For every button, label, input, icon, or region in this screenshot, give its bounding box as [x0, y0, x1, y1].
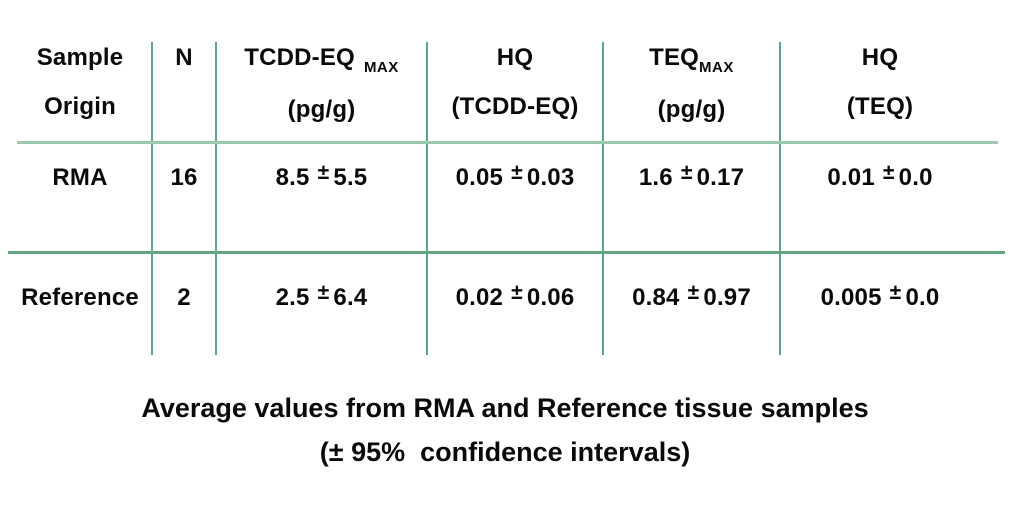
cell-ci: 5.5 — [333, 164, 368, 191]
caption-line2: (± 95% confidence intervals) — [319, 437, 691, 467]
cell-ci: 0.0 — [898, 164, 933, 191]
cell-origin: RMA — [0, 158, 160, 198]
column-divider — [779, 42, 781, 355]
cell-n: 2 — [152, 278, 216, 318]
plus-minus-symbol: ± — [687, 281, 700, 304]
header-hq-teq: HQ (TEQ) — [780, 33, 980, 131]
column-divider — [426, 42, 428, 355]
cell-origin: Reference — [0, 278, 160, 318]
header-n: N — [152, 33, 216, 82]
header-line1: Sample — [0, 33, 160, 82]
header-text: TCDD-EQ — [244, 44, 355, 71]
header-text: (TEQ) — [846, 93, 914, 120]
plus-minus-symbol: ± — [680, 161, 693, 184]
cell-value: 16 — [170, 164, 198, 191]
header-text: (TCDD-EQ) — [451, 93, 579, 120]
header-subscript: MAX — [699, 59, 734, 76]
cell-tcdd-eq: 2.5 ±6.4 — [216, 278, 427, 319]
cell-n: 16 — [152, 158, 216, 198]
cell-mean: 0.01 — [827, 164, 875, 191]
row-divider — [8, 251, 1005, 254]
cell-mean: 2.5 — [275, 284, 310, 311]
cell-teq: 1.6 ±0.17 — [603, 158, 780, 199]
header-line1: HQ — [780, 33, 980, 82]
cell-hq-tcdd-eq: 0.05 ±0.03 — [427, 158, 603, 199]
header-tcdd-eq-max: TCDD-EQ MAX (pg/g) — [216, 33, 427, 134]
plus-minus-symbol: ± — [889, 281, 902, 304]
header-line2: (pg/g) — [216, 85, 427, 134]
header-line2: Origin — [0, 82, 160, 131]
cell-tcdd-eq: 8.5 ±5.5 — [216, 158, 427, 199]
column-divider — [602, 42, 604, 355]
cell-mean: 1.6 — [638, 164, 673, 191]
caption-line1: Average values from RMA and Reference ti… — [141, 393, 869, 423]
header-sample-origin: Sample Origin — [0, 33, 160, 131]
header-line2: (TCDD-EQ) — [427, 82, 603, 131]
cell-mean: 0.02 — [455, 284, 504, 311]
header-line2: (pg/g) — [603, 85, 780, 134]
cell-value: RMA — [52, 164, 108, 191]
header-teq-max: TEQMAX (pg/g) — [603, 33, 780, 134]
cell-hq-teq: 0.005 ±0.0 — [780, 278, 980, 319]
header-text: HQ — [496, 44, 534, 71]
header-subscript: MAX — [363, 59, 399, 76]
header-hq-tcdd-eq: HQ (TCDD-EQ) — [427, 33, 603, 131]
cell-teq: 0.84 ±0.97 — [603, 278, 780, 319]
column-divider — [151, 42, 153, 355]
plus-minus-symbol: ± — [317, 161, 330, 184]
cell-ci: 0.0 — [905, 284, 940, 311]
header-line1: HQ — [427, 33, 603, 82]
plus-minus-symbol: ± — [511, 281, 523, 304]
header-text: HQ — [861, 44, 899, 71]
cell-value: Reference — [21, 284, 139, 311]
plus-minus-symbol: ± — [882, 161, 895, 184]
cell-mean: 8.5 — [275, 164, 310, 191]
table-caption: Average values from RMA and Reference ti… — [0, 386, 1010, 474]
header-line1: TCDD-EQ MAX — [216, 33, 427, 85]
cell-ci: 0.97 — [703, 284, 751, 311]
cell-mean: 0.005 — [820, 284, 882, 311]
header-divider — [17, 141, 998, 144]
cell-mean: 0.84 — [632, 284, 680, 311]
cell-mean: 0.05 — [455, 164, 504, 191]
header-text: Sample — [36, 44, 124, 71]
cell-value: 2 — [177, 284, 191, 311]
header-text: N — [175, 44, 193, 71]
plus-minus-symbol: ± — [317, 281, 330, 304]
header-text: (pg/g) — [287, 96, 356, 123]
header-line1: TEQMAX — [603, 33, 780, 85]
cell-hq-teq: 0.01 ±0.0 — [780, 158, 980, 199]
header-text: Origin — [44, 93, 116, 120]
header-text: (pg/g) — [657, 96, 726, 123]
cell-ci: 0.17 — [696, 164, 745, 191]
column-divider — [215, 42, 217, 355]
plus-minus-symbol: ± — [511, 161, 523, 184]
header-text: TEQ — [649, 44, 700, 71]
cell-ci: 6.4 — [333, 284, 368, 311]
cell-ci: 0.06 — [526, 284, 575, 311]
cell-ci: 0.03 — [526, 164, 575, 191]
cell-hq-tcdd-eq: 0.02 ±0.06 — [427, 278, 603, 319]
header-line1: N — [152, 33, 216, 82]
header-line2: (TEQ) — [780, 82, 980, 131]
